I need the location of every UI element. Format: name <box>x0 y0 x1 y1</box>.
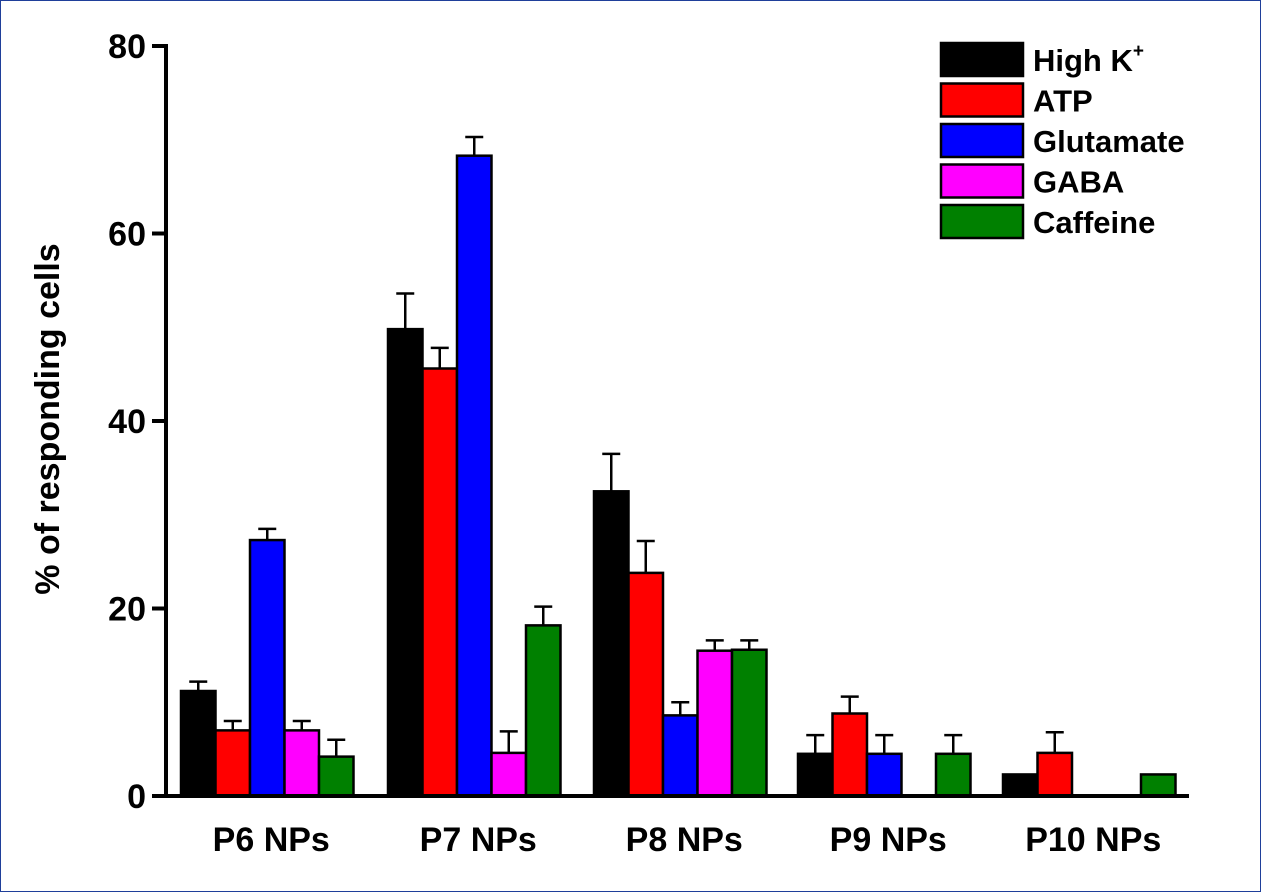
legend-swatch <box>939 122 1025 159</box>
error-bar <box>875 733 894 754</box>
error-bar <box>602 452 621 492</box>
bar-caffeine-3 <box>934 752 972 798</box>
bar-gaba-2 <box>696 649 734 798</box>
bar-atp-3 <box>831 712 869 798</box>
y-tick-label: 60 <box>108 216 146 254</box>
error-bar <box>465 135 484 156</box>
legend-swatch <box>939 41 1025 78</box>
legend-item: Glutamate <box>939 122 1185 159</box>
error-bar <box>499 730 518 753</box>
y-tick-label: 40 <box>108 403 146 441</box>
bar-caffeine-2 <box>730 648 768 798</box>
legend-item: ATP <box>939 82 1093 119</box>
error-bar <box>1045 731 1064 753</box>
error-bar <box>534 605 553 626</box>
bar-high-k-4 <box>1001 773 1039 798</box>
error-bar <box>840 695 859 714</box>
x-category-label: P6 NPs <box>213 821 330 859</box>
bar-glutamate-0 <box>248 538 286 798</box>
error-bar <box>430 346 449 369</box>
legend: High K+ ATP Glutamate GABA Caffeine <box>939 41 1185 240</box>
error-bar <box>740 639 759 650</box>
bar-gaba-0 <box>283 729 321 798</box>
x-category-label: P7 NPs <box>420 821 537 859</box>
bar-high-k-1 <box>386 327 424 798</box>
x-category-labels: P6 NPs P7 NPs P8 NPs P9 NPs P10 NPs <box>213 821 1162 859</box>
bar-atp-1 <box>421 367 459 798</box>
legend-swatch <box>939 82 1025 118</box>
error-bar <box>636 539 655 573</box>
error-bar <box>396 292 415 330</box>
bar-atp-4 <box>1036 751 1074 798</box>
legend-item: High K+ <box>939 41 1144 78</box>
bar-atp-0 <box>214 729 252 798</box>
legend-label: GABA <box>1033 165 1124 200</box>
bar-high-k-0 <box>179 689 217 798</box>
legend-label: Caffeine <box>1033 205 1155 240</box>
x-category-label: P8 NPs <box>626 821 743 859</box>
error-bar <box>189 680 208 691</box>
y-ticks: 0 20 40 60 80 <box>108 28 166 816</box>
error-bar <box>292 719 311 731</box>
x-category-label: P9 NPs <box>830 821 947 859</box>
y-tick-label: 80 <box>108 28 146 66</box>
legend-item: GABA <box>939 163 1124 200</box>
error-bar <box>327 738 346 757</box>
legend-swatch <box>939 203 1025 240</box>
bar-caffeine-0 <box>317 755 355 798</box>
bar-high-k-3 <box>796 752 834 798</box>
bar-caffeine-4 <box>1139 773 1177 798</box>
y-tick-label: 0 <box>127 778 146 816</box>
legend-label: Glutamate <box>1033 124 1185 159</box>
bars-layer <box>179 154 1177 798</box>
bar-glutamate-1 <box>455 154 493 798</box>
bar-caffeine-1 <box>524 624 562 798</box>
error-bar <box>258 527 277 541</box>
error-bar <box>671 701 690 716</box>
x-category-label: P10 NPs <box>1025 821 1161 859</box>
bar-glutamate-3 <box>865 752 903 798</box>
legend-item: Caffeine <box>939 203 1155 240</box>
legend-label: High K+ <box>1033 41 1144 78</box>
legend-swatch <box>939 163 1025 199</box>
bar-glutamate-2 <box>661 714 699 798</box>
bar-atp-2 <box>627 571 665 798</box>
y-axis-title: % of responding cells <box>29 243 67 594</box>
error-bar <box>944 733 963 754</box>
error-bar <box>223 719 242 731</box>
bar-gaba-1 <box>490 751 528 798</box>
bar-high-k-2 <box>592 490 630 798</box>
error-bar <box>705 639 724 651</box>
error-bars-layer <box>189 135 1064 757</box>
legend-label: ATP <box>1033 84 1093 119</box>
error-bar <box>806 733 825 754</box>
y-tick-label: 20 <box>108 591 146 629</box>
